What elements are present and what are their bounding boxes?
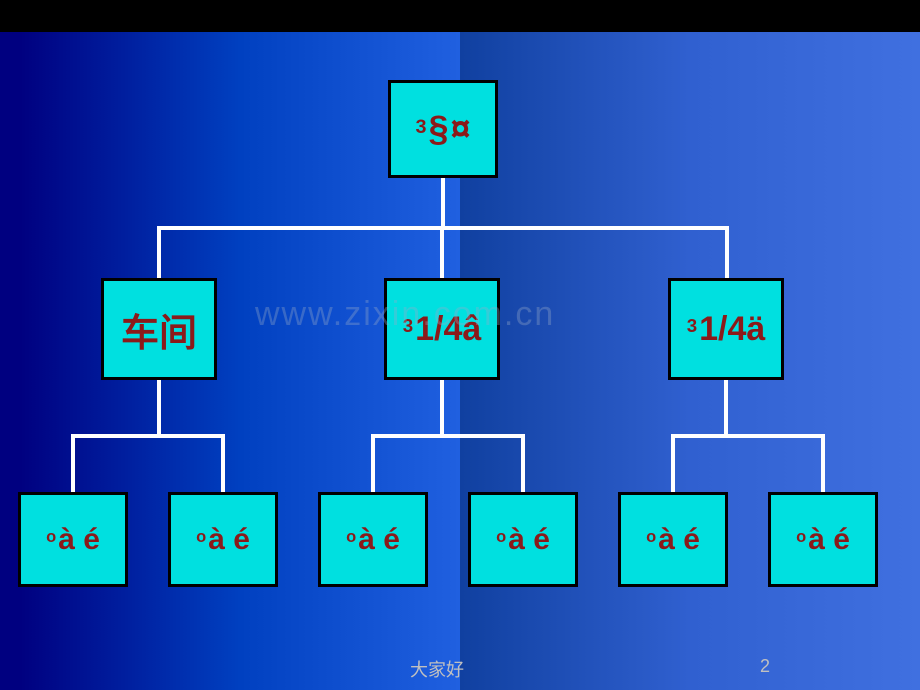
node-l2-0: 车间 (101, 278, 217, 380)
connector (671, 434, 825, 438)
node-l3-4-label: oà é (646, 523, 700, 557)
node-root: 3§¤ (388, 80, 498, 178)
node-l3-4: oà é (618, 492, 728, 587)
connector (157, 226, 161, 278)
node-l3-1: oà é (168, 492, 278, 587)
bg-strip-top (0, 0, 920, 32)
connector (440, 380, 444, 434)
node-l3-5-label: oà é (796, 523, 850, 557)
connector (821, 434, 825, 492)
connector (221, 434, 225, 492)
watermark-text: www.zixin.com.cn (255, 295, 555, 334)
connector (440, 226, 444, 278)
node-l2-2: 31/4ä (668, 278, 784, 380)
node-l3-5: oà é (768, 492, 878, 587)
node-l3-3: oà é (468, 492, 578, 587)
connector (371, 434, 525, 438)
node-l3-0-label: oà é (46, 523, 100, 557)
node-l2-0-label: 车间 (121, 302, 197, 357)
connector (371, 434, 375, 492)
connector (671, 434, 675, 492)
node-l3-2-label: oà é (346, 523, 400, 557)
connector (724, 380, 728, 434)
node-l2-2-label: 31/4ä (687, 310, 766, 349)
node-l3-0: oà é (18, 492, 128, 587)
node-l3-3-label: oà é (496, 523, 550, 557)
connector (71, 434, 75, 492)
connector (441, 178, 445, 226)
footer-text: 大家好 (410, 656, 464, 682)
node-root-label: 3§¤ (415, 108, 470, 150)
connector (157, 380, 161, 434)
page-number: 2 (760, 656, 770, 677)
node-l3-2: oà é (318, 492, 428, 587)
connector (71, 434, 225, 438)
node-l3-1-label: oà é (196, 523, 250, 557)
connector (725, 226, 729, 278)
connector (521, 434, 525, 492)
